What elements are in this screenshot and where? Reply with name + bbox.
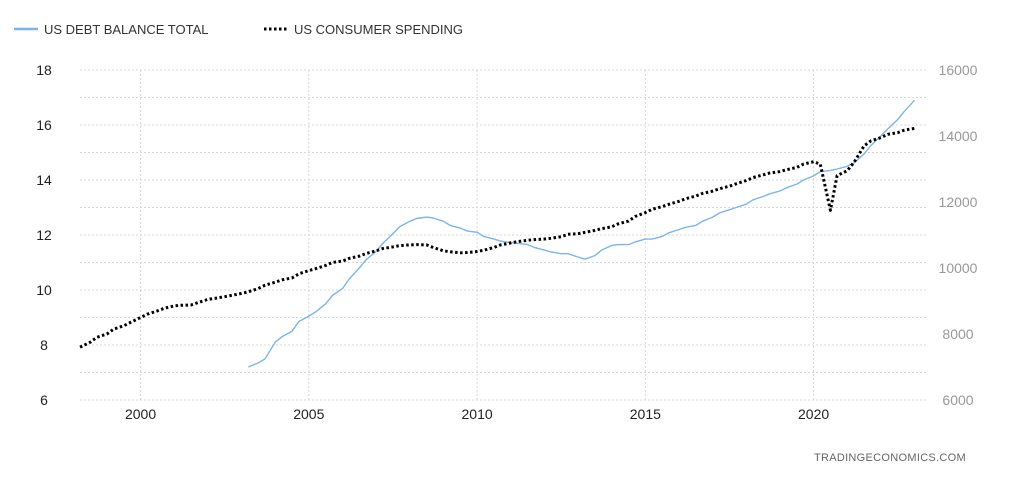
y-right-tick-label: 6000	[942, 392, 973, 408]
y-left-tick-label: 16	[36, 117, 52, 133]
y-left-tick-label: 14	[36, 172, 52, 188]
series-line-debt-balance[interactable]	[248, 99, 916, 368]
y-left-tick-label: 12	[36, 227, 52, 243]
y-right-tick-label: 10000	[939, 260, 978, 276]
y-left-tick-label: 6	[40, 392, 48, 408]
y-axis-left: 6 8 10 12 14 16 18	[36, 62, 52, 408]
legend-label-debt: US DEBT BALANCE TOTAL	[44, 22, 208, 37]
legend-label-spending: US CONSUMER SPENDING	[294, 22, 463, 37]
y-left-tick-label: 8	[40, 337, 48, 353]
source-label[interactable]: TRADINGECONOMICS.COM	[814, 452, 966, 464]
x-tick-label: 2015	[630, 406, 661, 422]
series-line-consumer-spending[interactable]	[79, 126, 915, 349]
y-axis-right: 6000 8000 10000 12000 14000 16000	[939, 62, 978, 408]
grid	[80, 69, 928, 401]
x-tick-label: 2010	[462, 406, 493, 422]
x-axis: 2000 2005 2010 2015 2020	[125, 406, 829, 422]
x-tick-label: 2005	[293, 406, 324, 422]
legend: US DEBT BALANCE TOTAL US CONSUMER SPENDI…	[14, 22, 463, 37]
y-right-tick-label: 14000	[939, 128, 978, 144]
y-left-tick-label: 18	[36, 62, 52, 78]
series-lines	[79, 99, 916, 368]
x-tick-label: 2000	[125, 406, 156, 422]
y-right-tick-label: 16000	[939, 62, 978, 78]
y-right-tick-label: 8000	[942, 326, 973, 342]
legend-item-debt[interactable]: US DEBT BALANCE TOTAL	[14, 22, 208, 37]
y-left-tick-label: 10	[36, 282, 52, 298]
x-tick-label: 2020	[798, 406, 829, 422]
y-right-tick-label: 12000	[939, 194, 978, 210]
legend-item-spending[interactable]: US CONSUMER SPENDING	[264, 22, 463, 37]
